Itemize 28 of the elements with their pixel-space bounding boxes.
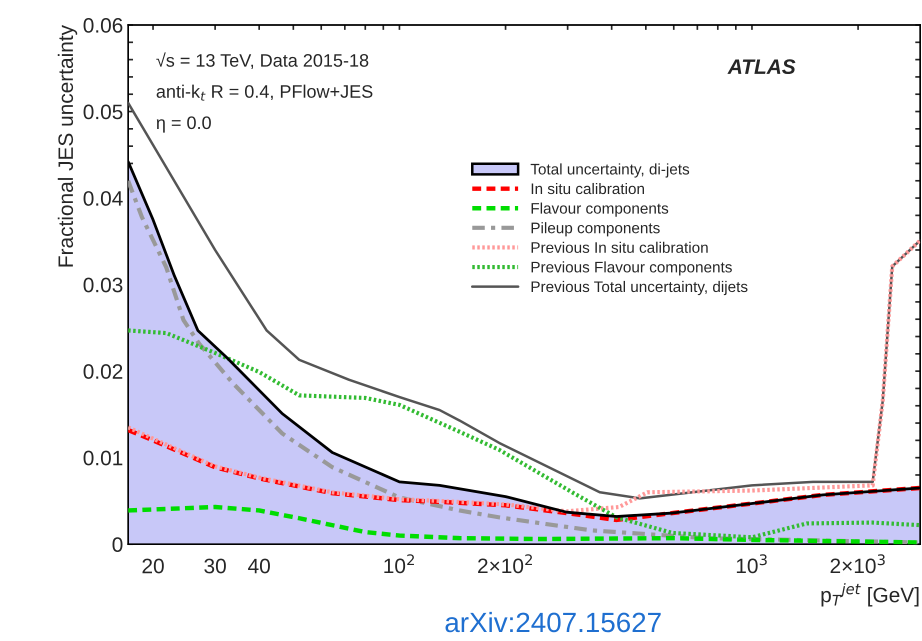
legend-label: Flavour components bbox=[532, 202, 668, 217]
x-tick-label: 10$^{2}$ bbox=[384, 554, 414, 574]
y-tick-label: 0 bbox=[112, 537, 122, 552]
y-tick-label: 0.05 bbox=[84, 104, 122, 120]
annotation: √s = 13 TeV, Data 2015-18 bbox=[156, 52, 368, 69]
y-tick-label: 0.03 bbox=[84, 278, 122, 292]
y-tick-label: 0.04 bbox=[84, 191, 123, 206]
legend-label: Previous Flavour components bbox=[532, 261, 732, 276]
legend-label: Pileup components bbox=[532, 222, 660, 236]
x-tick-label: 10$^{3}$ bbox=[736, 554, 767, 574]
annotation: η = 0.0 bbox=[156, 116, 211, 133]
annotation: ATLAS bbox=[727, 59, 796, 74]
annotation: anti-k$_{t}$ R = 0.4, PFlow+JES bbox=[156, 84, 372, 101]
x-tick-label: 2×10$^{3}$ bbox=[830, 554, 885, 574]
y-tick-label: 0.06 bbox=[84, 18, 122, 33]
x-tick-label: 40 bbox=[248, 558, 270, 574]
legend-label: Previous Total uncertainty, dijets bbox=[532, 280, 748, 296]
y-tick-label: 0.01 bbox=[84, 450, 122, 466]
legend-label: In situ calibration bbox=[532, 182, 644, 194]
text: arXiv:2407.15627 bbox=[446, 612, 661, 632]
legend-label: Previous In situ calibration bbox=[532, 242, 708, 253]
y-axis-title: Fractional JES uncertainty bbox=[58, 25, 78, 266]
legend-label: Total uncertainty, di-jets bbox=[530, 163, 690, 178]
x-tick-label: 30 bbox=[204, 558, 226, 574]
x-tick-label: 20 bbox=[142, 558, 164, 574]
x-tick-label: 2×10$^{2}$ bbox=[478, 554, 532, 574]
y-tick-label: 0.02 bbox=[84, 364, 122, 379]
x-axis-title: p$_{T}$$^{jet}$ [GeV] bbox=[822, 583, 918, 606]
